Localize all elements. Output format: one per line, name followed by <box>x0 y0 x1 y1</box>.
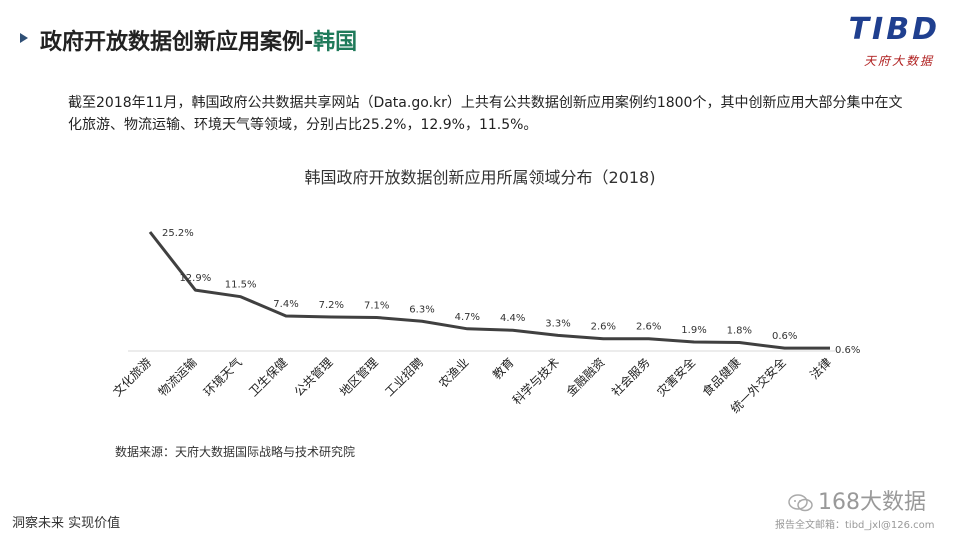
wechat-icon <box>788 494 813 512</box>
chart-title: 韩国政府开放数据创新应用所属领域分布（2018) <box>304 168 656 187</box>
x-tick-label: 金融融资 <box>563 355 608 400</box>
x-tick-label: 文化旅游 <box>110 355 155 400</box>
data-label: 4.7% <box>455 312 480 323</box>
x-tick-label: 科学与技术 <box>509 355 562 408</box>
data-label: 25.2% <box>162 228 194 239</box>
x-tick-label: 教育 <box>489 355 517 383</box>
line-chart: 25.2% 12.9% 11.5% 7.4% 7.2% 7.1% 6.3% 4.7% 4.4% 3… <box>110 228 861 416</box>
page-title: 政府开放数据创新应用案例-韩国 <box>40 24 357 56</box>
x-tick-label: 地区管理 <box>336 355 381 400</box>
series-line <box>148 231 830 350</box>
data-label: 7.2% <box>319 300 344 311</box>
data-label: 6.3% <box>409 304 434 315</box>
data-label: 12.9% <box>179 273 211 284</box>
data-label: 4.4% <box>500 313 525 324</box>
data-label: 0.6% <box>835 345 860 356</box>
data-source: 数据来源：天府大数据国际战略与技术研究院 <box>115 445 356 459</box>
x-tick-label: 环境天气 <box>200 355 245 400</box>
x-tick-label: 卫生保健 <box>246 355 290 399</box>
x-tick-label: 物流运输 <box>155 355 200 400</box>
watermark: 168大数据 <box>788 484 926 516</box>
x-tick-label: 农渔业 <box>436 355 471 390</box>
description-text: 截至2018年11月，韩国政府公共数据共享网站（Data.go.kr）上共有公共… <box>68 95 903 133</box>
x-tick-label: 法律 <box>807 355 834 382</box>
page-title-highlight: 韩国 <box>313 30 358 55</box>
data-label: 11.5% <box>225 280 257 291</box>
x-tick-label: 食品健康 <box>699 355 744 400</box>
x-tick-label: 工业招聘 <box>382 355 426 399</box>
report-email: 报告全文邮箱：tibd_jxl@126.com <box>775 520 935 531</box>
data-label: 1.9% <box>681 325 706 336</box>
data-label: 2.6% <box>636 322 661 333</box>
x-tick-label: 灾害安全 <box>654 355 699 400</box>
data-label: 7.4% <box>273 299 298 310</box>
data-label: 1.8% <box>727 326 752 337</box>
data-label: 7.1% <box>364 300 389 311</box>
data-label: 0.6% <box>772 331 797 342</box>
x-tick-label: 公共管理 <box>291 355 336 400</box>
data-label: 3.3% <box>545 318 570 329</box>
footer-motto: 洞察未来 实现价值 <box>12 516 121 531</box>
tibd-logo: TIBD 天府大数据 <box>820 12 940 74</box>
logo-subtext: 天府大数据 <box>863 54 934 68</box>
watermark-text: 168大数据 <box>818 490 926 515</box>
logo-text: TIBD <box>848 12 940 47</box>
data-label: 2.6% <box>591 322 616 333</box>
page-title-main: 政府开放数据创新应用案例- <box>40 30 314 55</box>
x-tick-label: 社会服务 <box>608 355 653 400</box>
title-bullet-icon <box>20 33 28 43</box>
